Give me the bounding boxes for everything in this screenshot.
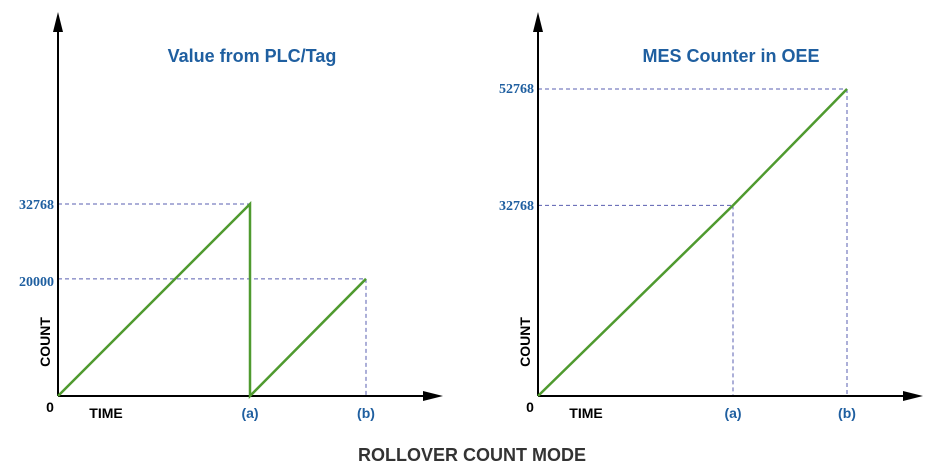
x-tick-label-a: (a) (241, 405, 258, 421)
count-series-line (57, 200, 367, 400)
x-axis-label: TIME (569, 405, 602, 421)
y-tick-label-20000: 20000 (19, 275, 54, 290)
x-axis-arrow (903, 391, 923, 401)
y-tick-label-52768: 52768 (499, 82, 534, 97)
origin-label: 0 (46, 399, 54, 415)
x-axis-arrow (423, 391, 443, 401)
y-tick-label-32768: 32768 (499, 199, 534, 214)
y-axis-arrow (533, 12, 543, 32)
x-tick-label-b: (b) (357, 405, 375, 421)
chart-title: MES Counter in OEE (642, 46, 819, 66)
y-tick-label-32768: 32768 (19, 198, 54, 213)
chart-title: Value from PLC/Tag (168, 46, 337, 66)
y-axis-arrow (53, 12, 63, 32)
x-axis-label: TIME (89, 405, 122, 421)
count-series-line (537, 88, 848, 397)
origin-label: 0 (526, 399, 534, 415)
plc-tag-chart: Value from PLC/Tag 0 TIME COUNT 32768 20… (19, 12, 443, 421)
mes-counter-chart: MES Counter in OEE 0 TIME COUNT 52768 32… (499, 12, 923, 421)
y-axis-label: COUNT (37, 317, 53, 367)
y-axis-label: COUNT (517, 317, 533, 367)
x-tick-label-a: (a) (724, 405, 741, 421)
figure-caption: ROLLOVER COUNT MODE (358, 445, 586, 465)
x-tick-label-b: (b) (838, 405, 856, 421)
